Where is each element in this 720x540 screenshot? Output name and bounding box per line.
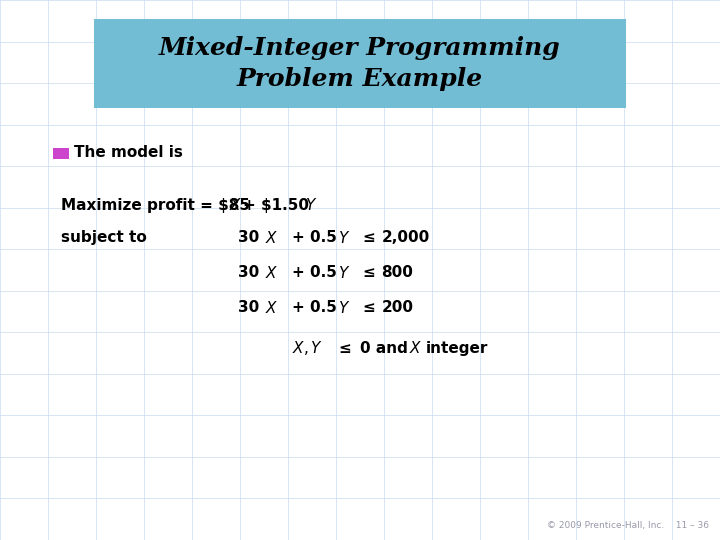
Text: 30: 30 [238,300,259,315]
Text: $\mathit{X, Y}$: $\mathit{X, Y}$ [292,339,323,357]
Text: $\mathit{X}$: $\mathit{X}$ [265,300,279,316]
Text: ≤: ≤ [338,341,351,356]
Text: $\mathit{X}$: $\mathit{X}$ [229,197,243,213]
Text: $\mathit{Y}$: $\mathit{Y}$ [338,230,351,246]
Text: $\mathit{Y}$: $\mathit{Y}$ [305,197,318,213]
Text: + 0.5: + 0.5 [292,265,336,280]
Text: 800: 800 [382,265,413,280]
FancyBboxPatch shape [94,19,626,108]
Text: 30: 30 [238,230,259,245]
Text: $\mathit{X}$: $\mathit{X}$ [265,265,279,281]
Text: The model is: The model is [74,145,183,160]
Text: integer: integer [426,341,489,356]
Text: ≤: ≤ [362,230,375,245]
Text: ≤: ≤ [362,265,375,280]
Text: $\mathit{Y}$: $\mathit{Y}$ [338,300,351,316]
Text: 2,000: 2,000 [382,230,430,245]
Text: Mixed-Integer Programming
Problem Example: Mixed-Integer Programming Problem Exampl… [159,36,561,91]
Text: subject to: subject to [61,230,147,245]
Text: + 0.5: + 0.5 [292,230,336,245]
Text: + $1.50: + $1.50 [243,198,310,213]
Text: 0 and: 0 and [360,341,408,356]
Text: + 0.5: + 0.5 [292,300,336,315]
Text: ≤: ≤ [362,300,375,315]
Text: $\mathit{X}$: $\mathit{X}$ [409,340,423,356]
Text: Maximize profit = $85: Maximize profit = $85 [61,198,251,213]
Bar [53,147,69,159]
Text: © 2009 Prentice-Hall, Inc.    11 – 36: © 2009 Prentice-Hall, Inc. 11 – 36 [547,521,709,530]
Text: 200: 200 [382,300,413,315]
Text: $\mathit{X}$: $\mathit{X}$ [265,230,279,246]
Text: $\mathit{Y}$: $\mathit{Y}$ [338,265,351,281]
Text: 30: 30 [238,265,259,280]
